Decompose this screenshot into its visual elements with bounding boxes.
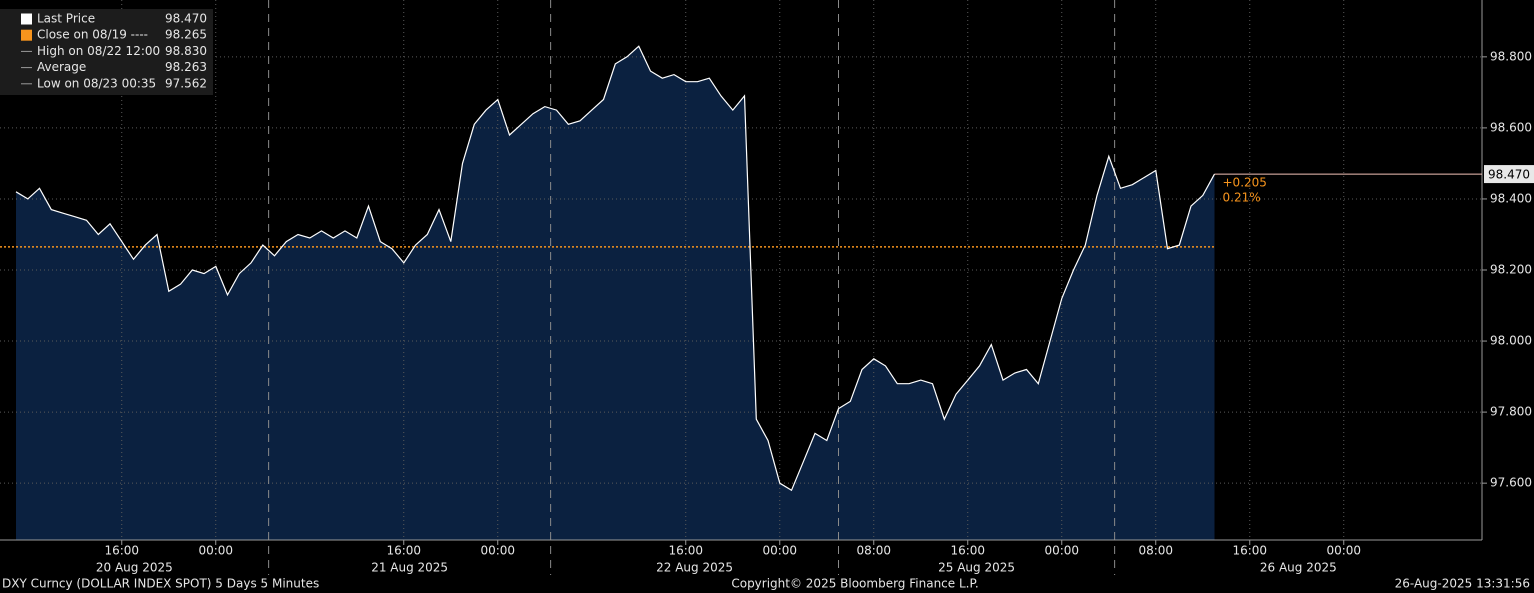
x-tick-label: 16:00 [950, 544, 985, 558]
day-label: 22 Aug 2025 [656, 561, 733, 575]
plot-area [0, 0, 1482, 540]
x-tick-label: 16:00 [104, 544, 139, 558]
area [16, 46, 1215, 540]
legend-name: High on 08/22 12:00 [37, 44, 160, 58]
x-tick-label: 08:00 [1138, 544, 1173, 558]
last-price-label: 98.470 [1488, 168, 1530, 182]
x-tick-label: 00:00 [1044, 544, 1079, 558]
y-tick-label: 98.000 [1490, 334, 1532, 348]
x-tick-label: 16:00 [668, 544, 703, 558]
x-tick-label: 16:00 [386, 544, 421, 558]
legend-swatch [21, 29, 32, 41]
price-line [15, 45, 1216, 492]
legend-value: 98.830 [165, 44, 207, 58]
y-tick-label: 97.600 [1490, 476, 1532, 490]
x-tick-label: 00:00 [480, 544, 515, 558]
legend-box [0, 9, 213, 95]
legend-value: 97.562 [165, 76, 207, 90]
legend-name: Close on 08/19 ---- [37, 28, 148, 42]
x-tick-label: 08:00 [856, 544, 891, 558]
footer-left: DXY Curncy (DOLLAR INDEX SPOT) 5 Days 5 … [2, 577, 319, 591]
y-tick-label: 98.800 [1490, 49, 1532, 63]
footer-center: Copyright© 2025 Bloomberg Finance L.P. [731, 577, 978, 591]
legend-name: Last Price [37, 12, 95, 26]
x-tick-label: 16:00 [1232, 544, 1267, 558]
legend-value: 98.265 [165, 28, 207, 42]
y-tick-label: 98.400 [1490, 191, 1532, 205]
day-label: 20 Aug 2025 [96, 561, 173, 575]
day-label: 26 Aug 2025 [1260, 561, 1337, 575]
day-label: 21 Aug 2025 [371, 561, 448, 575]
y-tick-label: 98.600 [1490, 120, 1532, 134]
x-tick-label: 00:00 [198, 544, 233, 558]
legend-value: 98.470 [165, 12, 207, 26]
legend-value: 98.263 [165, 60, 207, 74]
x-tick-label: 00:00 [1326, 544, 1361, 558]
legend: Last Price 98.470 Close on 08/19 ---- 98.26… [0, 9, 213, 95]
last-price-box [1484, 165, 1534, 184]
x-tick-label: 00:00 [762, 544, 797, 558]
change-label: 0.21% [1223, 191, 1261, 205]
day-label: 25 Aug 2025 [938, 561, 1015, 575]
legend-name: Average [37, 60, 86, 74]
y-tick-label: 97.800 [1490, 405, 1532, 419]
y-tick-label: 98.200 [1490, 263, 1532, 277]
legend-swatch [21, 13, 32, 25]
legend-name: Low on 08/23 00:35 [37, 76, 156, 90]
footer-right: 26-Aug-2025 13:31:56 [1395, 577, 1530, 591]
change-label: +0.205 [1223, 176, 1267, 190]
